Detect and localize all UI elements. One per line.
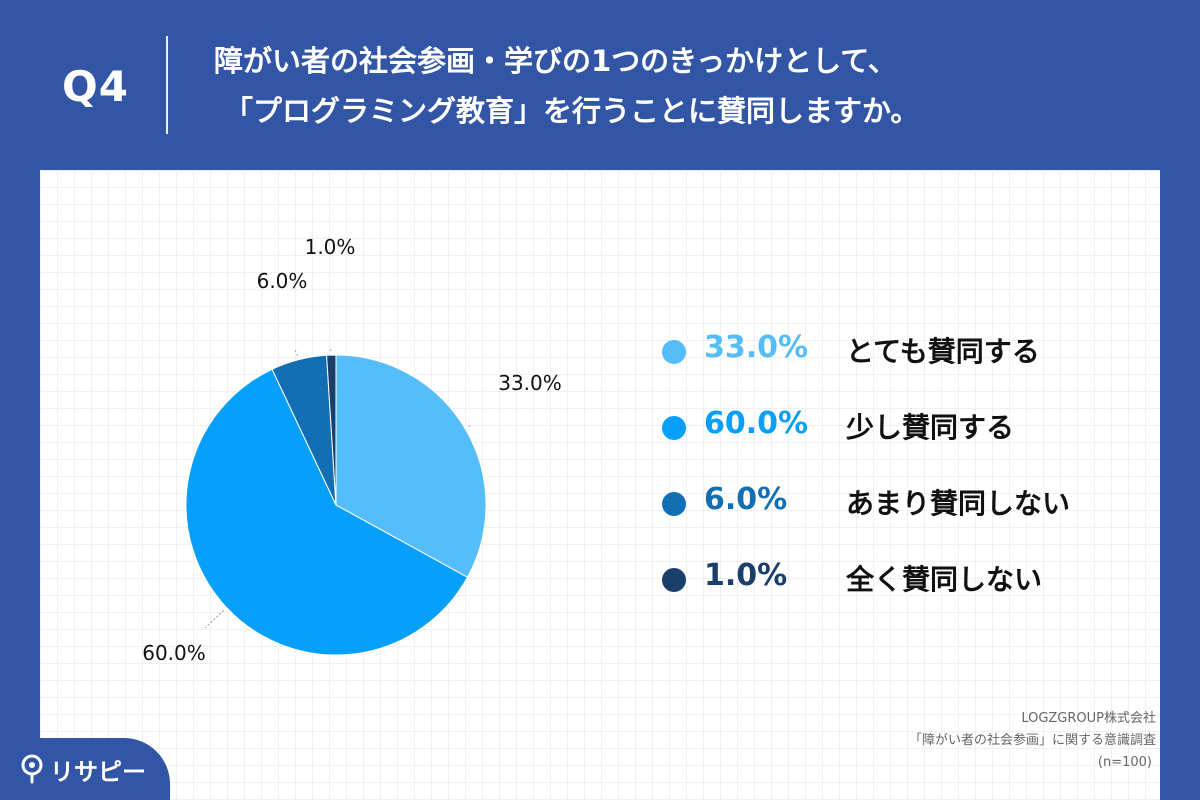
location-pin-icon	[21, 754, 43, 784]
legend-item-2: 6.0% あまり賛同しない	[662, 474, 1122, 550]
question-number: Q4	[62, 62, 129, 111]
legend-dot-1	[662, 416, 686, 440]
legend-value-1: 60.0%	[704, 406, 809, 441]
data-label-0: 33.0%	[498, 371, 562, 395]
pie-slice-0	[335, 354, 487, 578]
legend-label-0: とても賛同する	[846, 335, 1040, 368]
legend-label-3: 全く賛同しない	[846, 563, 1043, 596]
source-company: LOGZGROUP株式会社	[1021, 711, 1156, 726]
legend-dot-3	[662, 568, 686, 592]
question-title-line1: 障がい者の社会参画・学びの1つのきっかけとして、	[214, 44, 897, 78]
data-label-1: 60.0%	[142, 641, 206, 665]
header: Q4 障がい者の社会参画・学びの1つのきっかけとして、 「プログラミング教育」を…	[0, 0, 1200, 170]
legend-item-0: 33.0% とても賛同する	[662, 322, 1122, 398]
legend-item-1: 60.0% 少し賛同する	[662, 398, 1122, 474]
legend-label-1: 少し賛同する	[846, 411, 1015, 444]
leader-line-3	[329, 347, 332, 352]
source-sample: (n=100)	[1097, 755, 1152, 770]
legend-value-0: 33.0%	[704, 330, 809, 365]
pie-chart: 33.0% 60.0% 6.0% 1.0%	[142, 235, 562, 665]
logo-text: リサピー	[50, 758, 146, 786]
legend-dot-0	[662, 340, 686, 364]
legend-dot-2	[662, 492, 686, 516]
legend: 33.0% とても賛同する 60.0% 少し賛同する 6.0% あまり賛同しない…	[662, 322, 1122, 626]
chart-panel: 33.0% 60.0% 6.0% 1.0% 33.0% とても賛同する 60.0% 少…	[40, 170, 1160, 800]
legend-value-2: 6.0%	[704, 482, 788, 517]
pie-slice-3	[326, 354, 337, 506]
leader-line-0	[468, 424, 471, 427]
logo: リサピー	[0, 738, 170, 800]
data-label-3: 1.0%	[305, 235, 356, 259]
question-title: 障がい者の社会参画・学びの1つのきっかけとして、 「プログラミング教育」を行うこ…	[214, 36, 1174, 136]
source-note: LOGZGROUP株式会社 「障がい者の社会参画」に関する意識調査 (n=100…	[909, 708, 1156, 774]
data-label-2: 6.0%	[257, 269, 308, 293]
legend-value-3: 1.0%	[704, 558, 788, 593]
legend-item-3: 1.0% 全く賛同しない	[662, 550, 1122, 626]
question-title-line2: 「プログラミング教育」を行うことに賛同しますか。	[224, 94, 920, 128]
legend-label-2: あまり賛同しない	[846, 487, 1071, 520]
leader-line-1	[204, 610, 225, 629]
source-survey: 「障がい者の社会参画」に関する意識調査	[908, 733, 1156, 748]
pie-slice-1	[185, 368, 469, 656]
header-divider	[166, 36, 168, 134]
leader-line-2	[294, 349, 299, 357]
